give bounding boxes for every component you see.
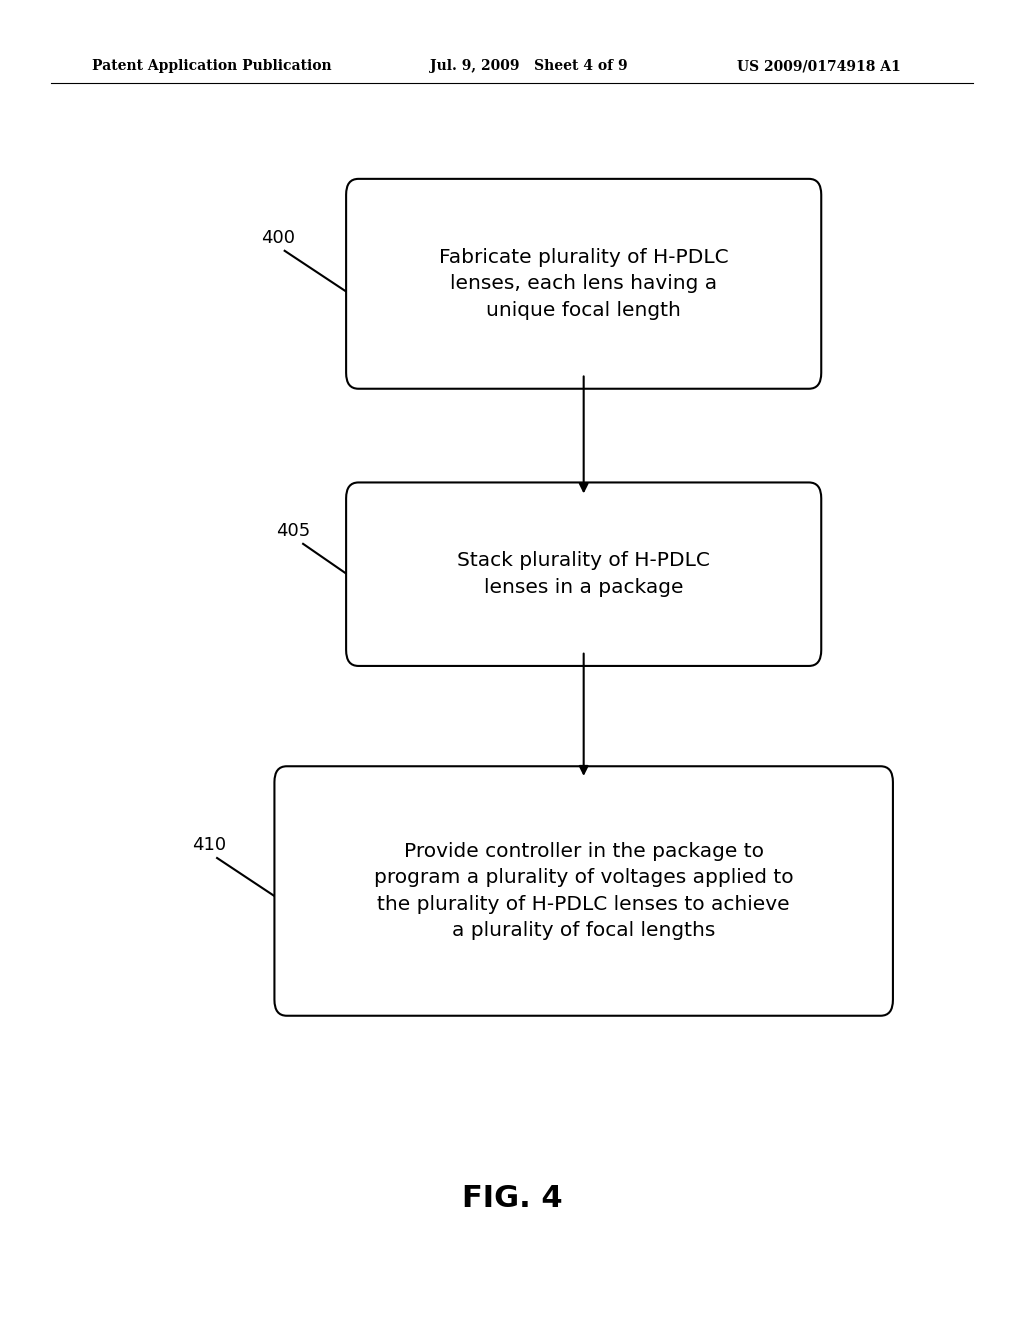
- Text: Stack plurality of H-PDLC
lenses in a package: Stack plurality of H-PDLC lenses in a pa…: [458, 552, 710, 597]
- Text: Patent Application Publication: Patent Application Publication: [92, 59, 332, 74]
- FancyBboxPatch shape: [274, 766, 893, 1016]
- Text: Jul. 9, 2009   Sheet 4 of 9: Jul. 9, 2009 Sheet 4 of 9: [430, 59, 628, 74]
- Text: Fabricate plurality of H-PDLC
lenses, each lens having a
unique focal length: Fabricate plurality of H-PDLC lenses, ea…: [439, 248, 728, 319]
- Text: US 2009/0174918 A1: US 2009/0174918 A1: [737, 59, 901, 74]
- Text: 405: 405: [276, 521, 310, 540]
- Text: FIG. 4: FIG. 4: [462, 1184, 562, 1213]
- FancyBboxPatch shape: [346, 483, 821, 667]
- FancyBboxPatch shape: [346, 178, 821, 388]
- Text: Provide controller in the package to
program a plurality of voltages applied to
: Provide controller in the package to pro…: [374, 842, 794, 940]
- Text: 400: 400: [261, 228, 295, 247]
- Text: 410: 410: [193, 836, 226, 854]
